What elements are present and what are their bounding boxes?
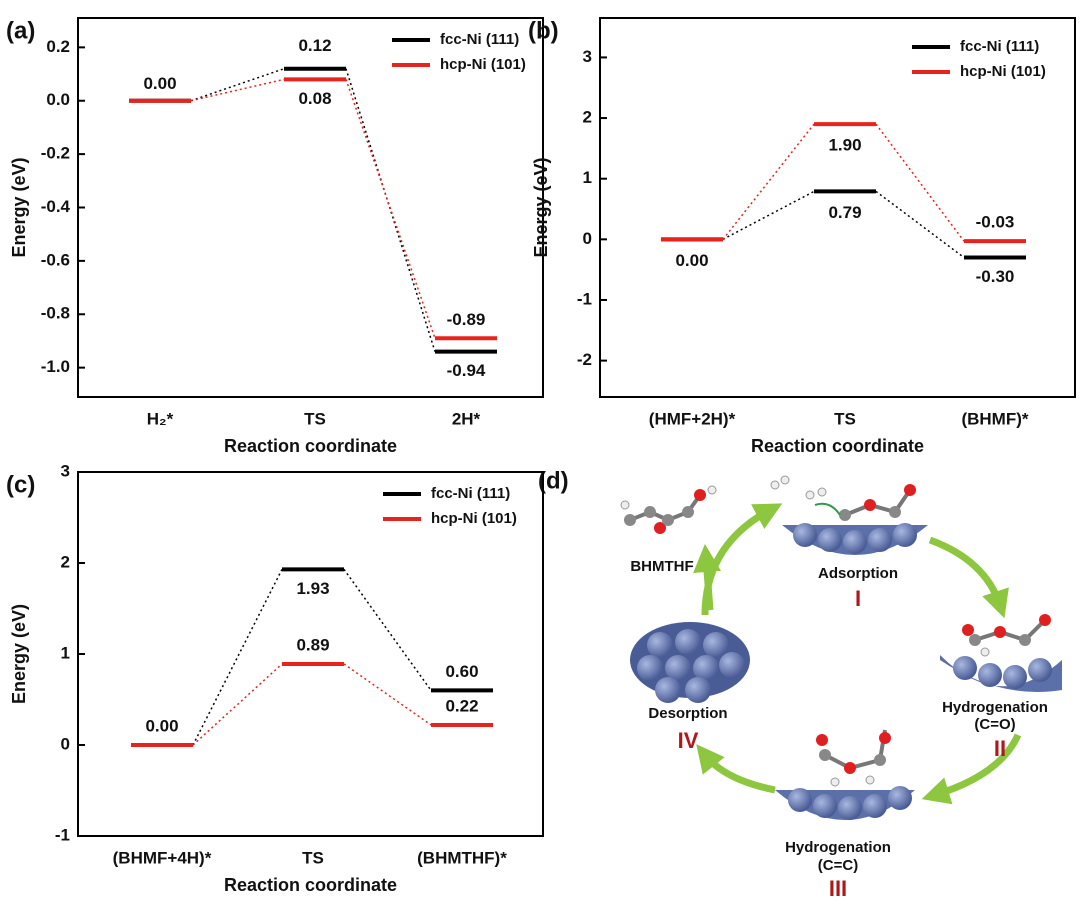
panel-label: (a) bbox=[6, 17, 35, 44]
y-tick-label: -0.8 bbox=[41, 304, 70, 323]
y-tick-label: 0.0 bbox=[46, 90, 70, 109]
connector bbox=[192, 569, 283, 746]
connector bbox=[192, 663, 283, 746]
connector bbox=[190, 78, 285, 102]
value-label: 0.89 bbox=[296, 635, 329, 654]
surface bbox=[782, 523, 928, 555]
value-label: 0.12 bbox=[298, 36, 331, 55]
step-numeral: I bbox=[855, 586, 861, 611]
y-tick-label: 3 bbox=[583, 47, 592, 66]
value-label: 0.22 bbox=[445, 696, 478, 715]
step-name: Adsorption bbox=[818, 565, 898, 582]
value-label: 1.90 bbox=[828, 136, 861, 155]
legend-label: fcc-Ni (111) bbox=[440, 31, 519, 48]
y-tick-label: -1 bbox=[577, 289, 592, 308]
x-tick-label: (HMF+2H)* bbox=[649, 409, 736, 428]
y-tick-label: 0 bbox=[583, 229, 592, 248]
value-label: -0.03 bbox=[976, 213, 1015, 232]
molecule bbox=[620, 485, 717, 534]
legend-label: fcc-Ni (111) bbox=[431, 485, 510, 502]
connector bbox=[343, 663, 432, 726]
y-axis-label: Energy (eV) bbox=[531, 157, 551, 257]
value-label: 0.60 bbox=[445, 662, 478, 681]
y-tick-label: 1 bbox=[583, 168, 592, 187]
value-label: -0.30 bbox=[976, 267, 1015, 286]
arrow bbox=[701, 503, 783, 616]
y-tick-label: -0.6 bbox=[41, 250, 70, 269]
value-label: 0.00 bbox=[143, 74, 176, 93]
step-name: Hydrogenation bbox=[942, 699, 1048, 716]
y-axis-label: Energy (eV) bbox=[9, 157, 29, 257]
connector bbox=[345, 68, 436, 352]
step-numeral: II bbox=[994, 736, 1006, 761]
y-tick-label: 2 bbox=[61, 552, 70, 571]
value-label: -0.89 bbox=[447, 310, 486, 329]
y-tick-label: 0.2 bbox=[46, 37, 70, 56]
step-detail: (C=O) bbox=[974, 716, 1015, 733]
y-tick-label: -1 bbox=[55, 825, 70, 844]
legend-label: fcc-Ni (111) bbox=[960, 38, 1039, 55]
value-label: 0.79 bbox=[828, 203, 861, 222]
step-numeral: III bbox=[829, 876, 847, 901]
connector bbox=[722, 190, 815, 240]
x-axis-label: Reaction coordinate bbox=[224, 875, 397, 895]
panel-label: (c) bbox=[6, 471, 35, 498]
legend-label: hcp-Ni (101) bbox=[440, 56, 526, 73]
molecule bbox=[770, 475, 916, 521]
x-axis-label: Reaction coordinate bbox=[224, 436, 397, 456]
y-tick-label: 1 bbox=[61, 643, 70, 662]
x-tick-label: 2H* bbox=[452, 409, 481, 428]
connector bbox=[722, 123, 815, 240]
step-name: Hydrogenation bbox=[785, 839, 891, 856]
y-tick-label: -1.0 bbox=[41, 357, 70, 376]
y-tick-label: 0 bbox=[61, 734, 70, 753]
arrow bbox=[693, 544, 722, 611]
value-label: 0.08 bbox=[298, 89, 331, 108]
arrow bbox=[921, 733, 1022, 805]
connector bbox=[875, 190, 965, 259]
value-label: 1.93 bbox=[296, 579, 329, 598]
y-tick-label: -0.2 bbox=[41, 144, 70, 163]
cycle-diagram: (d) bbox=[538, 467, 1062, 901]
plot-frame bbox=[599, 17, 1076, 398]
y-tick-label: 2 bbox=[583, 108, 592, 127]
x-axis-label: Reaction coordinate bbox=[751, 436, 924, 456]
legend-label: hcp-Ni (101) bbox=[431, 510, 517, 527]
arrow bbox=[928, 536, 1009, 619]
step-name: Desorption bbox=[648, 705, 727, 722]
value-label: -0.94 bbox=[447, 361, 486, 380]
value-label: 0.00 bbox=[675, 251, 708, 270]
panel-label: (b) bbox=[528, 17, 559, 44]
surface bbox=[940, 655, 1062, 692]
molecule bbox=[962, 614, 1051, 657]
y-axis-label: Energy (eV) bbox=[9, 604, 29, 704]
y-tick-label: -0.4 bbox=[41, 197, 71, 216]
x-tick-label: TS bbox=[302, 848, 324, 867]
molecule bbox=[816, 729, 891, 787]
connector bbox=[875, 123, 965, 242]
x-tick-label: H₂* bbox=[147, 409, 174, 428]
value-label: 0.00 bbox=[145, 716, 178, 735]
surface bbox=[630, 622, 750, 703]
x-tick-label: (BHMTHF)* bbox=[417, 848, 507, 867]
y-tick-label: -2 bbox=[577, 350, 592, 369]
legend-label: hcp-Ni (101) bbox=[960, 63, 1046, 80]
surface bbox=[775, 786, 915, 820]
x-tick-label: TS bbox=[304, 409, 326, 428]
x-tick-label: (BHMF)* bbox=[961, 409, 1028, 428]
step-detail: (C=C) bbox=[818, 857, 858, 874]
connector bbox=[190, 68, 285, 102]
x-tick-label: TS bbox=[834, 409, 856, 428]
step-numeral: IV bbox=[678, 728, 699, 753]
connector bbox=[345, 79, 436, 339]
x-tick-label: (BHMF+4H)* bbox=[113, 848, 212, 867]
y-tick-label: 3 bbox=[61, 461, 70, 480]
arrow bbox=[696, 744, 776, 794]
product-label: BHMTHF bbox=[630, 558, 693, 575]
